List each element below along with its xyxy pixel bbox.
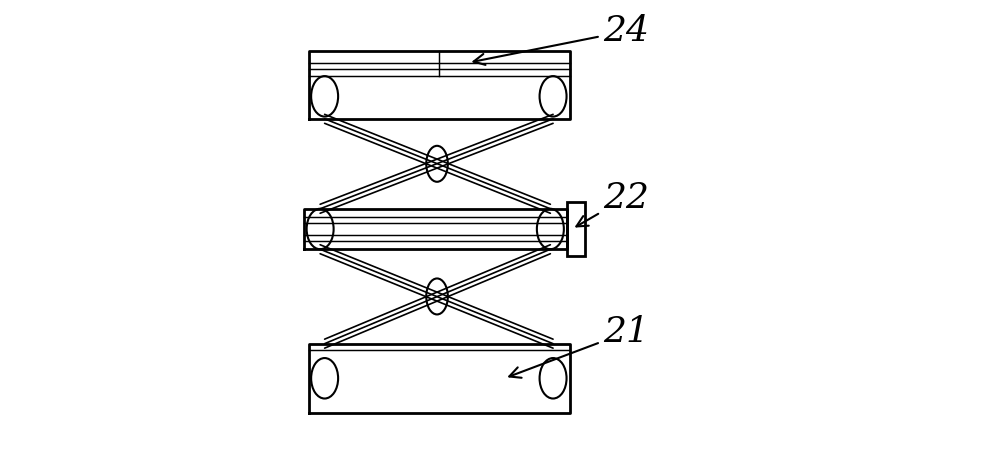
Ellipse shape: [311, 358, 338, 398]
Text: 24: 24: [474, 14, 649, 65]
Ellipse shape: [540, 358, 567, 398]
Ellipse shape: [426, 146, 448, 182]
Ellipse shape: [537, 209, 564, 249]
Ellipse shape: [307, 209, 334, 249]
Text: 21: 21: [509, 316, 649, 378]
Bar: [567, 202, 585, 256]
Ellipse shape: [426, 278, 448, 315]
Text: 22: 22: [576, 180, 649, 226]
Ellipse shape: [540, 76, 567, 117]
Ellipse shape: [311, 76, 338, 117]
